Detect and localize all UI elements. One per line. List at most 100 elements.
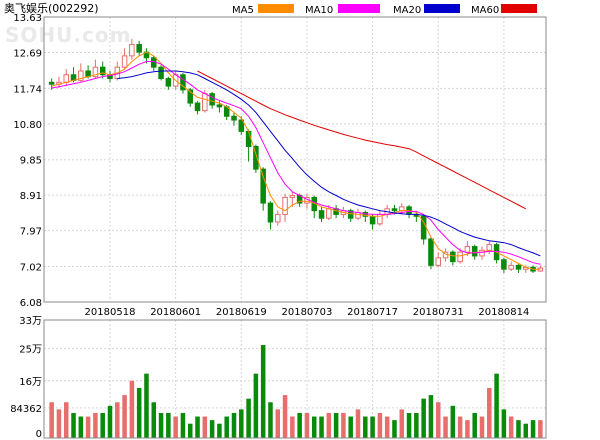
volume-bar — [311, 416, 317, 438]
candle — [238, 119, 245, 132]
volume-bar — [144, 373, 149, 438]
price-tick-label: 7.97 — [20, 227, 42, 238]
candle — [231, 115, 237, 121]
volume-bar — [297, 412, 302, 438]
date-tick-label: 20180619 — [216, 307, 267, 318]
volume-bar — [115, 402, 120, 438]
volume-bar — [136, 387, 142, 438]
volume-panel: 33万 25万 16万 84362 0 — [10, 316, 547, 440]
date-tick-label: 20180518 — [85, 307, 136, 318]
date-tick-label: 20180731 — [413, 307, 464, 318]
legend-swatch-ma20 — [424, 4, 460, 13]
volume-bar — [530, 420, 536, 438]
candle — [399, 206, 405, 212]
candle — [245, 130, 252, 147]
price-tick-label: 9.85 — [20, 156, 42, 167]
candle — [391, 208, 398, 212]
volume-bar — [93, 412, 98, 438]
price-tick-label: 6.08 — [20, 298, 42, 309]
candle — [471, 246, 478, 257]
candle — [457, 251, 463, 263]
date-tick-label: 20180717 — [347, 307, 398, 318]
volume-bar — [173, 416, 178, 438]
candle — [347, 210, 354, 219]
volume-bar — [129, 380, 135, 438]
legend-label-ma20: MA20 — [393, 5, 421, 16]
volume-bar — [56, 409, 62, 438]
candle — [326, 208, 332, 219]
volume-bar — [122, 395, 127, 438]
legend-swatch-ma60 — [501, 4, 537, 13]
price-grid — [44, 17, 546, 302]
volume-bar — [348, 416, 353, 438]
volume-bar — [377, 412, 383, 438]
price-tick-label: 13.63 — [13, 13, 42, 24]
volume-tick-label: 84362 — [10, 404, 42, 415]
volume-bar — [268, 402, 273, 438]
candle — [129, 44, 135, 57]
candle — [99, 66, 106, 76]
volume-bar — [326, 412, 332, 438]
volume-bar — [465, 420, 470, 438]
volume-bar — [49, 402, 54, 438]
volume-panel-frame — [43, 319, 547, 439]
candle — [282, 196, 288, 215]
volume-bar — [275, 409, 281, 438]
volume-bar — [428, 395, 434, 438]
date-tick-label: 20180703 — [281, 307, 332, 318]
price-tick-label: 10.80 — [13, 120, 42, 131]
volume-bar — [195, 416, 200, 438]
watermark: SOHU.com — [5, 23, 131, 47]
volume-tick-label: 16万 — [19, 377, 42, 388]
candle — [158, 66, 164, 80]
volume-bar — [239, 409, 244, 438]
candle — [515, 264, 522, 270]
candle — [355, 212, 361, 219]
candle — [216, 104, 223, 108]
volume-bar — [363, 416, 368, 438]
candle — [253, 145, 259, 170]
candle — [501, 259, 507, 270]
candle — [318, 210, 325, 219]
volume-bar — [472, 412, 477, 438]
candle — [362, 212, 369, 217]
legend-label-ma60: MA60 — [471, 5, 499, 16]
volume-bar — [187, 423, 193, 438]
date-tick-label: 20180601 — [150, 307, 201, 318]
candle — [78, 70, 84, 81]
volume-bar — [180, 412, 186, 438]
volume-bar — [399, 409, 405, 438]
ma-line-ma20 — [117, 70, 541, 257]
volume-bar — [202, 416, 208, 438]
volume-bar — [370, 416, 375, 438]
ma-line-ma60 — [197, 70, 527, 210]
volume-bar — [71, 412, 76, 438]
volume-bars — [49, 345, 543, 438]
candle — [92, 66, 99, 78]
volume-tick-label: 33万 — [19, 316, 42, 327]
volume-bar — [158, 412, 164, 438]
volume-bar — [282, 395, 288, 438]
volume-bar — [231, 412, 237, 438]
price-panel-frame — [43, 16, 547, 303]
ma-line-ma10 — [51, 61, 541, 265]
volume-bar — [63, 402, 69, 438]
volume-bar — [516, 420, 521, 438]
moving-average-lines — [51, 51, 541, 270]
volume-bar — [414, 412, 419, 438]
volume-bar — [435, 402, 441, 438]
price-tick-label: 12.69 — [13, 48, 42, 59]
candle — [209, 93, 215, 106]
price-tick-label: 7.02 — [20, 263, 42, 274]
volume-bar — [253, 373, 259, 438]
volume-bar — [494, 373, 499, 438]
volume-bar — [151, 402, 157, 438]
volume-bar — [450, 405, 456, 438]
candle — [464, 246, 471, 253]
candle — [63, 74, 69, 83]
legend-swatch-ma5 — [258, 4, 294, 13]
candle — [508, 264, 514, 270]
volume-bar — [260, 345, 266, 438]
candle — [486, 244, 493, 251]
price-tick-label: 8.91 — [20, 191, 42, 202]
